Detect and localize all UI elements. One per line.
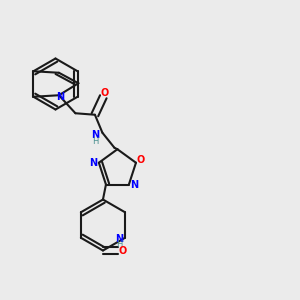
Text: N: N xyxy=(116,234,124,244)
Text: O: O xyxy=(136,155,145,165)
Text: N: N xyxy=(91,130,99,140)
Text: H: H xyxy=(116,240,123,249)
Text: N: N xyxy=(56,92,64,102)
Text: H: H xyxy=(92,137,98,146)
Text: O: O xyxy=(101,88,109,98)
Text: O: O xyxy=(118,245,127,256)
Text: N: N xyxy=(89,158,98,168)
Text: N: N xyxy=(130,180,138,190)
